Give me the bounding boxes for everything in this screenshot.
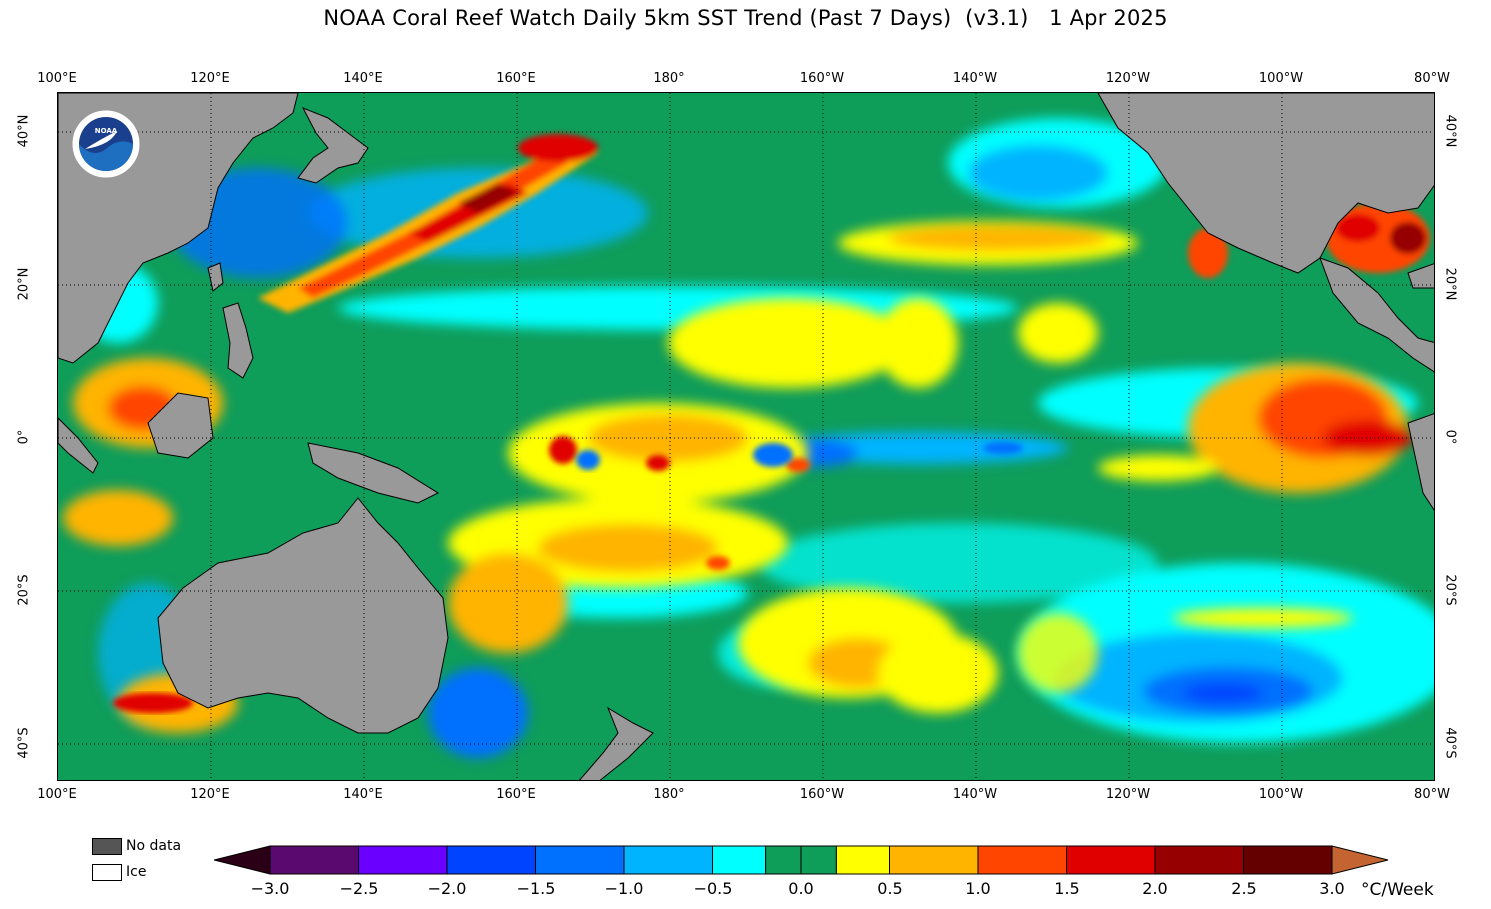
colorbar-tick: −0.5 — [693, 879, 733, 898]
colorbar-bin — [1243, 845, 1333, 875]
ice-swatch — [92, 864, 122, 881]
lon-label: 180° — [653, 787, 685, 802]
colorbar-tick: 0.0 — [788, 879, 814, 898]
colorbar-tick: 3.0 — [1319, 879, 1345, 898]
colorbar-tick: −1.5 — [516, 879, 556, 898]
colorbar-tick: 2.5 — [1231, 879, 1257, 898]
japan-island — [297, 107, 369, 184]
lat-label: 20°N — [16, 267, 32, 301]
colorbar-bin — [712, 845, 767, 875]
colorbar-tick: 1.5 — [1054, 879, 1080, 898]
lat-label: 40°N — [16, 114, 32, 148]
new-zealand — [579, 706, 654, 780]
lon-label: 120°W — [1105, 787, 1151, 802]
colorbar-min-arrow — [214, 845, 271, 875]
lat-label: 20°S — [16, 574, 32, 606]
anomaly-patches — [63, 118, 1434, 758]
lon-label: 140°E — [343, 71, 383, 86]
colorbar-bin — [800, 845, 837, 875]
colorbar-tick: 2.0 — [1142, 879, 1168, 898]
colorbar — [214, 845, 1389, 875]
colorbar-bin — [1154, 845, 1244, 875]
lat-label: 40°S — [16, 727, 32, 759]
lon-label: 180° — [653, 71, 685, 86]
colorbar-tick: −2.5 — [339, 879, 379, 898]
colorbar-bin — [889, 845, 979, 875]
lon-label: 100°W — [1258, 787, 1304, 802]
lon-label: 140°E — [343, 787, 383, 802]
no-data-label: No data — [126, 838, 182, 854]
central-america — [1319, 257, 1434, 373]
lat-label: 40°N — [1442, 114, 1458, 148]
lon-label: 160°E — [496, 787, 536, 802]
noaa-logo-icon: NOAA — [71, 109, 141, 179]
lon-label: 160°E — [496, 71, 536, 86]
colorbar-tick: −2.0 — [427, 879, 467, 898]
sst-trend-map[interactable]: NOAA — [57, 92, 1435, 781]
colorbar-bin — [269, 845, 359, 875]
lon-label: 80°W — [1414, 787, 1450, 802]
colorbar-tick: 1.0 — [965, 879, 991, 898]
lon-label: 100°E — [37, 787, 77, 802]
colorbar-tick: −3.0 — [250, 879, 290, 898]
lon-label: 160°W — [799, 787, 845, 802]
colorbar-tick: 0.5 — [877, 879, 903, 898]
taiwan-island — [207, 262, 224, 292]
graticule — [58, 93, 1434, 780]
lon-label: 100°E — [37, 71, 77, 86]
north-america — [1097, 93, 1434, 274]
lat-label: 20°S — [1442, 574, 1458, 606]
lon-label: 120°E — [190, 71, 230, 86]
no-data-swatch — [92, 838, 122, 855]
lon-label: 80°W — [1414, 71, 1450, 86]
colorbar-bin — [835, 845, 891, 875]
lon-label: 120°E — [190, 787, 230, 802]
map-canvas — [58, 93, 1434, 780]
philippines — [222, 302, 254, 379]
lon-label: 100°W — [1258, 71, 1304, 86]
colorbar-bin — [535, 845, 625, 875]
colorbar-bin — [765, 845, 802, 875]
ice-label: Ice — [126, 864, 147, 880]
lon-label: 140°W — [952, 787, 998, 802]
colorbar-bin — [358, 845, 448, 875]
colorbar-bin — [446, 845, 536, 875]
australia — [157, 497, 449, 734]
lat-label: 0° — [1442, 429, 1458, 445]
new-guinea — [307, 442, 440, 504]
florida-cuba — [1407, 263, 1434, 289]
colorbar-bin — [623, 845, 713, 875]
colorbar-max-arrow — [1331, 845, 1389, 875]
borneo — [147, 392, 214, 459]
colorbar-unit: °C/Week — [1361, 880, 1434, 900]
lon-label: 140°W — [952, 71, 998, 86]
lat-label: 0° — [16, 429, 32, 445]
colorbar-bin — [1066, 845, 1156, 875]
svg-text:NOAA: NOAA — [95, 127, 118, 135]
map-title: NOAA Coral Reef Watch Daily 5km SST Tren… — [323, 6, 1168, 30]
lon-label: 120°W — [1105, 71, 1151, 86]
lat-label: 20°N — [1442, 267, 1458, 301]
lat-label: 40°S — [1442, 727, 1458, 759]
colorbar-tick: −1.0 — [604, 879, 644, 898]
colorbar-bin — [977, 845, 1067, 875]
lon-label: 160°W — [799, 71, 845, 86]
